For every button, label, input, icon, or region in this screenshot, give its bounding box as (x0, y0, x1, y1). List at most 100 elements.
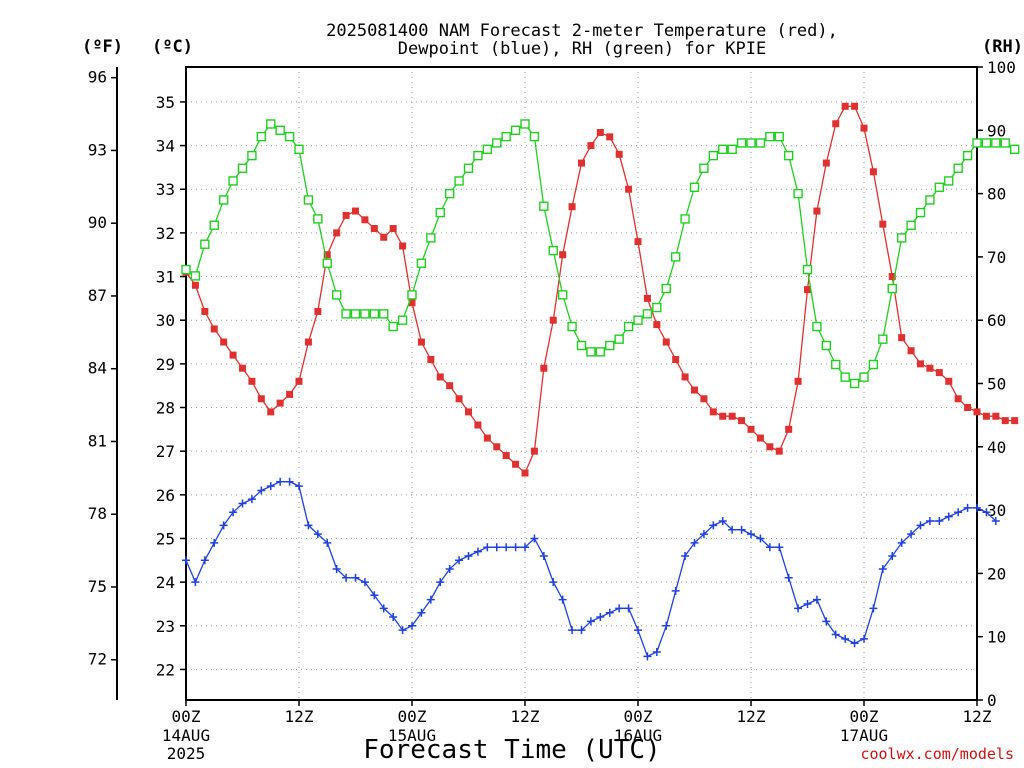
celsius-unit-label: (ºC) (152, 37, 193, 57)
temperature-point (352, 207, 359, 215)
temperature-point (323, 251, 331, 259)
temperature-point (935, 369, 943, 377)
dewpoint-point (568, 626, 577, 635)
dewpoint-point (991, 517, 1000, 526)
celsius-tick-label: 25 (156, 529, 175, 548)
celsius-tick-label: 22 (156, 660, 175, 679)
dewpoint-point (907, 530, 916, 539)
rh-point (454, 176, 464, 186)
dewpoint-point (624, 604, 633, 613)
rh-point (435, 207, 445, 218)
rh-point (887, 283, 897, 294)
dewpoint-point (784, 573, 793, 582)
rh-point (972, 138, 982, 148)
rh-point (237, 163, 248, 173)
temperature-point (578, 159, 585, 167)
temperature-point (700, 395, 708, 403)
temperature-point (220, 338, 228, 346)
dewpoint-point (916, 521, 925, 530)
rh-point (906, 220, 916, 230)
rh-tick-label: 70 (987, 248, 1006, 267)
temperature-point (1011, 417, 1019, 425)
celsius-tick-label: 29 (156, 355, 175, 374)
temperature-point (248, 377, 256, 385)
dewpoint-point (944, 512, 953, 521)
temperature-point (653, 321, 661, 329)
rh-point (426, 233, 436, 243)
credit-text: coolwx.com/models (860, 745, 1014, 763)
rh-point (444, 188, 455, 199)
temperature-point (841, 102, 849, 110)
dewpoint-point (662, 621, 671, 630)
rh-point (774, 131, 784, 142)
dewpoint-point (417, 608, 426, 617)
rh-point (755, 138, 766, 148)
dewpoint-point (577, 626, 586, 635)
celsius-tick-label: 27 (156, 442, 175, 461)
dewpoint-point (775, 543, 784, 552)
temperature-point (992, 412, 1000, 420)
temperature-point (869, 168, 877, 176)
temperature-point (333, 229, 341, 237)
dewpoint-point (558, 595, 567, 604)
rh-point (934, 182, 945, 192)
rh-point (482, 144, 493, 154)
dewpoint-point (699, 530, 708, 539)
dewpoint-point (643, 652, 652, 661)
rh-point (369, 309, 380, 319)
temperature-point (672, 355, 680, 363)
dewpoint-point (596, 613, 605, 622)
dewpoint-point (351, 573, 360, 582)
dewpoint-point (765, 543, 774, 552)
dewpoint-point (360, 578, 369, 587)
temperature-point (483, 434, 491, 442)
dewpoint-point (935, 517, 944, 526)
temperature-point (191, 281, 199, 289)
temperature-point (267, 408, 275, 416)
rh-point (991, 138, 1001, 148)
fahrenheit-tick-label: 87 (88, 286, 107, 305)
temperature-point (851, 102, 859, 110)
temperature-point (945, 377, 953, 385)
axes: 72 75 78 81 84 87 90 93 96 22 23 24 25 26 27 28 29 30 31 32… (88, 58, 1016, 763)
rh-point (849, 378, 860, 389)
rh-point (529, 131, 540, 142)
temperature-point (926, 364, 934, 372)
dewpoint-point (925, 517, 934, 526)
x-tick-date: 16AUG (614, 726, 662, 745)
dewpoint-point (690, 538, 699, 547)
temperature-point (1001, 417, 1009, 425)
temperature-point (512, 460, 520, 468)
rh-tick-label: 60 (987, 311, 1006, 330)
dewpoint-point (803, 599, 812, 608)
rh-point (520, 119, 530, 129)
data-series (181, 102, 1020, 661)
dewpoint-point (238, 499, 247, 508)
temperature-point (568, 203, 576, 211)
dewpoint-point (304, 521, 313, 530)
temperature-point (634, 238, 642, 246)
rh-tick-label: 30 (987, 501, 1006, 520)
rh-point (181, 264, 191, 275)
celsius-tick-label: 30 (156, 311, 175, 330)
dewpoint-point (332, 565, 341, 574)
temperature-point (436, 373, 444, 381)
rh-point (388, 321, 398, 332)
temperature-point (370, 225, 378, 233)
temperature-point (813, 207, 821, 215)
rh-point (379, 309, 389, 319)
fahrenheit-tick-label: 93 (88, 140, 107, 159)
dewpoint-point (408, 621, 416, 630)
rh-point (652, 302, 662, 313)
rh-point (331, 290, 342, 300)
dewpoint-point (747, 530, 755, 539)
temperature-point (794, 377, 802, 385)
rh-tick-label: 50 (987, 375, 1006, 394)
gridlines (186, 67, 977, 700)
dewpoint-point (521, 543, 529, 552)
rh-point (360, 309, 370, 319)
dewpoint-point (492, 543, 501, 552)
rh-point (605, 340, 615, 351)
x-tick-date: 14AUG (162, 726, 210, 745)
